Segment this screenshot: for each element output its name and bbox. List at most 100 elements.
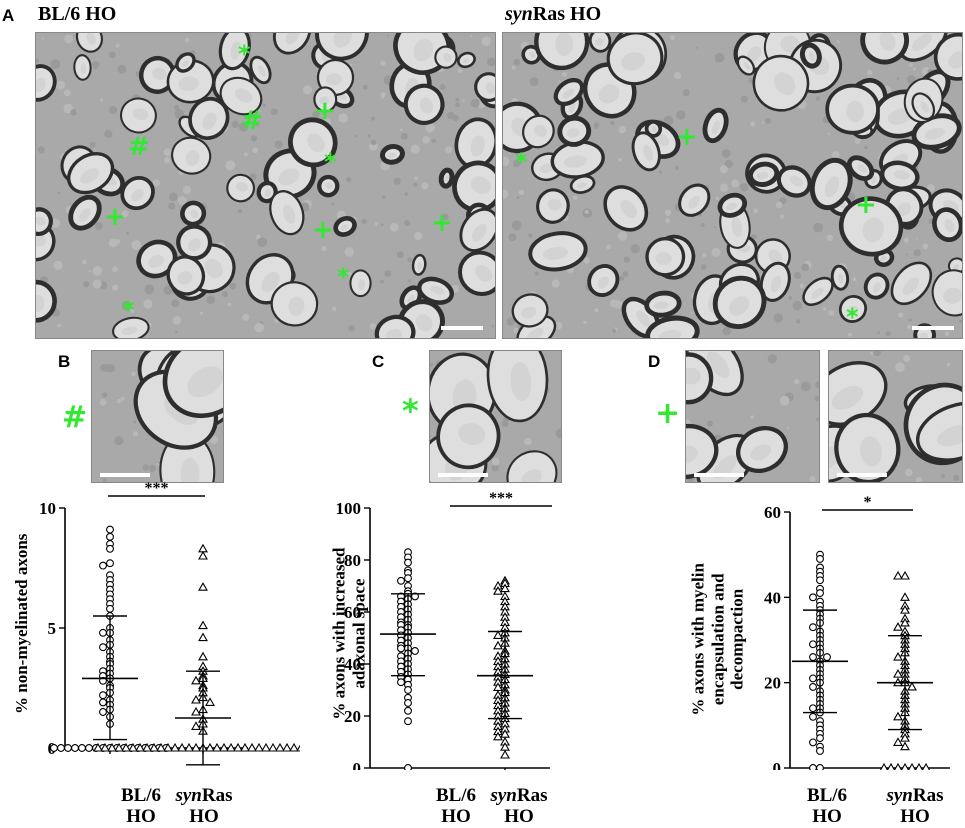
data-point-triangle [212,742,222,752]
data-point-triangle [275,742,285,752]
ras-ho-text: Ras HO [532,3,602,25]
axon-profile [631,131,661,172]
axon-profile [702,107,729,144]
axon-profile [712,275,767,330]
data-point-triangle [893,570,903,580]
y-tick-label: 0 [773,759,782,770]
data-point-triangle [240,742,250,752]
data-point-triangle [254,742,264,752]
scale-bar [438,473,488,477]
axon-profile [120,176,155,211]
data-point-circle [816,554,824,563]
axon-profile [188,96,230,140]
data-point-triangle [177,742,187,752]
data-point-circle [809,764,817,770]
axon-profile [270,281,319,327]
scale-bar [837,473,887,477]
axon-profile [603,185,649,232]
axon-profile [911,113,962,150]
axon-profile [890,261,933,306]
marker-plus: + [676,122,698,152]
axon-profile [316,58,355,96]
axon-profile [752,54,810,112]
data-point-circle [809,640,817,649]
data-point-triangle [184,742,194,752]
data-point-triangle [900,741,910,751]
data-point-circle [99,561,107,570]
xlabel-main: BL/6 [435,785,477,806]
y-tick-label: 100 [336,499,362,518]
data-point-circle [106,604,114,613]
axon-profile [838,196,904,257]
xlabel-sub: HO [900,805,930,827]
data-point-triangle [156,742,166,752]
axon-profile [759,261,791,302]
significance-label: *** [145,480,169,497]
data-point-circle [411,647,419,655]
xlabel-sub: HO [812,805,842,827]
data-point-triangle [93,742,103,752]
chart-b: 0510*** [39,480,300,766]
data-point-triangle [893,762,903,770]
data-point-circle [816,734,824,743]
xlabel-sub: HO [126,805,156,827]
axon-profile [313,86,338,113]
data-point-triangle [893,737,903,746]
data-point-circle [404,574,412,583]
xlabel-sub: HO [504,805,534,827]
data-point-triangle [289,742,299,752]
axon-profile [349,269,372,298]
y-tick-label: 0 [353,759,362,770]
significance-label: *** [489,490,513,507]
data-point-circle [404,717,412,726]
axon-profile [474,72,495,102]
chart-d-xlabel-2: synRas HO [860,785,965,828]
data-point-triangle [282,742,292,752]
axon-profile [67,152,115,195]
em-image-synras [502,32,963,339]
marker-plus: + [855,190,877,220]
axon-profile [645,315,700,338]
data-point-triangle [493,630,503,639]
marker-hash: # [241,106,263,136]
data-point-triangle [198,632,208,642]
data-point-triangle [205,697,215,706]
em-micrograph-bl6 [36,33,495,338]
marker-plus: + [314,96,336,126]
inset-b-image [91,350,224,483]
axon-profile [112,316,150,338]
y-tick-label: 60 [764,503,781,522]
data-point-circle [397,678,405,687]
data-point-triangle [107,742,117,752]
axon-profile [587,264,620,297]
panel-label-d: D [648,352,661,371]
data-point-circle [816,589,824,598]
axon-profile [226,173,256,203]
inset-micrograph [92,351,223,482]
axon-profile [860,33,909,65]
data-point-circle [404,699,412,707]
data-point-triangle [191,742,201,752]
axon-profile [678,183,711,217]
data-point-circle [99,698,107,707]
data-point-triangle [191,721,201,730]
data-point-triangle [121,742,131,752]
axon-profile [534,33,590,71]
data-point-circle [99,708,107,716]
chart-d-xlabel-1: BL/6 HO [772,785,882,828]
data-point-triangle [247,742,257,752]
data-point-triangle [893,711,903,721]
axon-profile [644,290,682,318]
axon-profile [569,174,596,194]
axon-profile [379,143,405,165]
xlabel-main: Ras [912,785,944,806]
axon-profile [809,157,853,211]
data-point-circle [404,764,412,770]
data-point-circle [809,682,817,691]
axon-profile [686,352,714,405]
data-point-triangle [114,742,124,752]
axon-profile [536,188,570,224]
panel-b-symbol-hash: # [62,400,88,435]
xlabel-main: Ras [201,785,233,806]
data-point-triangle [191,706,201,716]
